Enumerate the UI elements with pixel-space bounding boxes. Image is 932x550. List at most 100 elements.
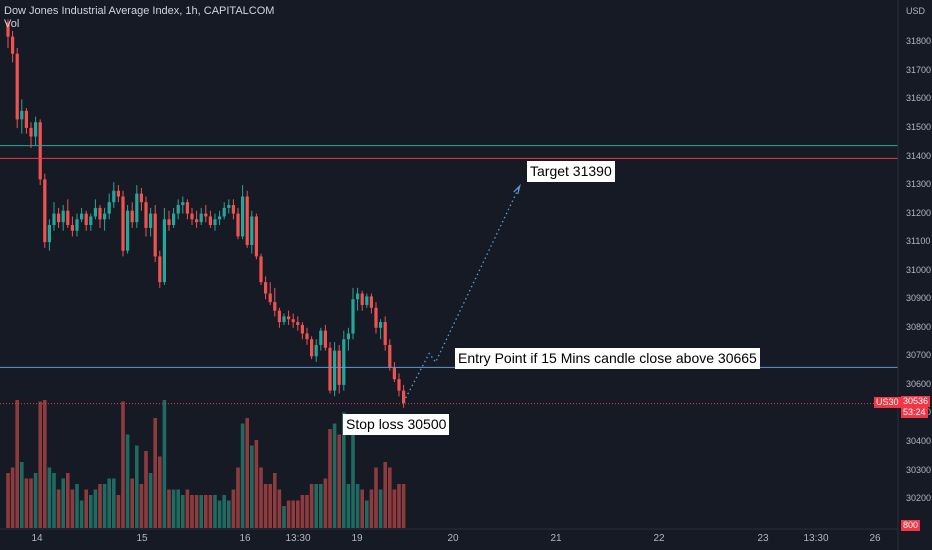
candle-body: [213, 219, 217, 226]
volume-bar: [222, 495, 226, 528]
price-tick-label: 30400: [906, 436, 932, 446]
volume-bar: [365, 500, 369, 528]
candle-body: [15, 53, 19, 120]
candle-body: [319, 330, 323, 345]
entry-annotation[interactable]: Entry Point if 15 Mins candle close abov…: [455, 348, 760, 369]
candle-body: [356, 293, 360, 300]
candle-body: [195, 219, 199, 223]
volume-bar: [245, 418, 249, 528]
volume-bar: [52, 473, 56, 528]
candle-body: [383, 322, 387, 345]
candle-body: [222, 207, 226, 217]
candle-body: [57, 213, 61, 223]
candle-body: [135, 193, 139, 223]
candle-body: [75, 219, 79, 231]
candle-body: [70, 225, 74, 231]
volume-bar: [75, 484, 79, 528]
legend-volume: Vol: [4, 18, 20, 30]
candle-body: [38, 122, 42, 180]
volume-bar: [194, 495, 199, 528]
candle-body: [379, 322, 383, 328]
volume-bar: [291, 500, 295, 528]
volume-bar: [351, 429, 355, 528]
volume-bar: [204, 495, 208, 528]
time-tick-label: 20: [447, 533, 459, 544]
price-tick-label: 31200: [906, 207, 932, 218]
candle-body: [24, 110, 28, 128]
price-tick-label: 30600: [906, 378, 932, 389]
candle-body: [268, 293, 272, 303]
volume-bar: [135, 445, 139, 528]
price-tick-label: 30700: [906, 350, 932, 361]
volume-bar: [199, 495, 203, 528]
candle-body: [66, 210, 70, 226]
candle-body: [245, 196, 249, 246]
candle-body: [103, 213, 107, 220]
time-tick-label: 13:30: [803, 533, 829, 544]
candle-body: [144, 202, 148, 228]
candle-body: [167, 219, 171, 226]
volume-bar: [305, 495, 309, 528]
volume-bar: [401, 484, 406, 528]
candle-body: [328, 347, 332, 391]
volume-bar: [378, 489, 383, 528]
candle-body: [333, 350, 337, 391]
volume-bar: [277, 489, 282, 528]
candle-body: [277, 310, 281, 323]
volume-bar: [273, 473, 277, 528]
candle-body: [259, 256, 263, 283]
volume-bar: [185, 489, 190, 528]
volume-bar: [116, 495, 121, 528]
candle-body: [231, 205, 235, 214]
candle-body: [218, 216, 222, 220]
projected-path: [403, 187, 520, 403]
candle-body: [397, 379, 401, 391]
volume-bar: [93, 489, 98, 528]
candle-body: [300, 324, 304, 334]
volume-tag: 800: [901, 520, 921, 531]
projection-line: [403, 183, 521, 403]
candle-body: [121, 196, 125, 251]
candle-body: [296, 322, 300, 325]
volume-bar: [29, 478, 33, 528]
volume-bar: [332, 423, 337, 528]
candle-body: [34, 122, 38, 137]
volume-bar: [323, 478, 328, 528]
volume-bar: [259, 467, 263, 528]
candle-body: [287, 316, 291, 320]
volume-bar: [89, 495, 93, 528]
time-tick-label: 26: [869, 533, 881, 544]
price-tick-label: 31700: [906, 64, 932, 75]
volume-bar: [217, 500, 222, 528]
candle-body: [181, 202, 185, 206]
time-tick-label: 21: [550, 533, 562, 544]
volume-bar: [139, 484, 144, 528]
candle-body: [185, 202, 189, 214]
stop-loss-annotation[interactable]: Stop loss 30500: [343, 414, 450, 435]
volume-bar: [79, 500, 84, 528]
volume-bar: [20, 462, 24, 528]
volume-bar: [38, 401, 42, 528]
candle-body: [149, 213, 153, 228]
volume-bar: [213, 495, 217, 528]
volume-bar: [314, 484, 318, 528]
candle-body: [388, 344, 392, 368]
volume-bar: [162, 400, 167, 528]
candle-body: [126, 210, 130, 251]
candle-body: [310, 339, 314, 357]
candle-body: [93, 207, 97, 217]
volume-bar: [268, 484, 272, 528]
candle-body: [89, 216, 93, 226]
volume-bar: [328, 429, 332, 528]
time-tick-label: 14: [31, 533, 43, 544]
volume-bar: [286, 500, 291, 528]
candle-body: [98, 207, 102, 220]
candle-body: [199, 213, 203, 223]
target-annotation[interactable]: Target 31390: [527, 161, 615, 182]
volume-bars: [6, 400, 406, 528]
chart-legend: Dow Jones Industrial Average Index, 1h, …: [4, 5, 274, 31]
volume-bar: [56, 489, 61, 528]
candle-body: [250, 216, 254, 246]
volume-bar: [282, 506, 286, 528]
